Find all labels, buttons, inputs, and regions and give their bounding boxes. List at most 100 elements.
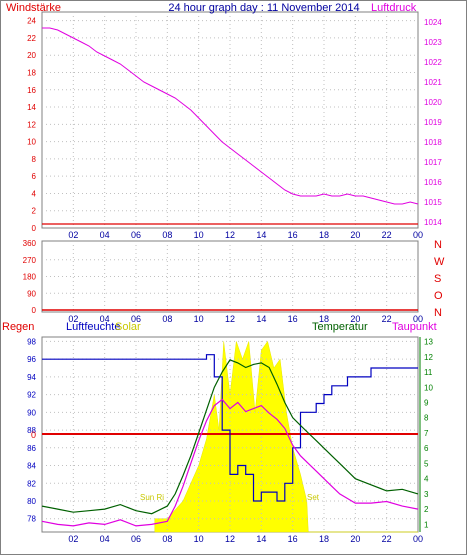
wind-speed-tick: 2 (32, 207, 37, 216)
x-tick-label: 16 (288, 534, 298, 544)
wind-direction-tick: 90 (27, 289, 36, 298)
humidity-tick: 86 (27, 444, 36, 453)
x-tick-label: 10 (194, 534, 204, 544)
compass-label: S (434, 273, 441, 285)
humidity-tick: 82 (27, 479, 36, 488)
x-tick-label: 08 (162, 230, 172, 240)
x-tick-label: 14 (256, 534, 266, 544)
wind-speed-tick: 18 (27, 68, 36, 77)
compass-label: O (434, 290, 443, 302)
x-tick-label: 00 (413, 534, 423, 544)
sunset-label: Set (307, 493, 320, 502)
x-tick-label: 08 (162, 534, 172, 544)
temperature-tick: 13 (424, 338, 433, 347)
x-tick-label: 16 (288, 230, 298, 240)
humidity-tick: 98 (27, 337, 36, 346)
x-tick-label: 08 (162, 314, 172, 324)
x-tick-label: 14 (256, 230, 266, 240)
sunrise-label: Sun Ri (140, 493, 164, 502)
wind-speed-tick: 10 (27, 138, 36, 147)
humidity-tick: 78 (27, 515, 36, 524)
pressure-tick: 1020 (424, 98, 442, 107)
temperature-tick: 8 (424, 414, 429, 423)
humidity-tick: 80 (27, 497, 36, 506)
wind-speed-tick: 14 (27, 103, 36, 112)
pressure-tick: 1019 (424, 118, 442, 127)
wind-speed-tick: 4 (32, 189, 37, 198)
temperatur-line (41, 359, 419, 515)
compass-label: W (434, 256, 445, 268)
wind-direction-tick: 180 (23, 273, 37, 282)
temperature-tick: 4 (424, 475, 429, 484)
x-tick-label: 06 (131, 534, 141, 544)
humidity-tick: 88 (27, 426, 36, 435)
x-tick-label: 02 (68, 230, 78, 240)
luftdruck-label: Luftdruck (371, 2, 417, 14)
x-tick-label: 14 (256, 314, 266, 324)
temperature-tick: 7 (424, 429, 429, 438)
temperature-tick: 2 (424, 505, 429, 514)
wind-speed-tick: 0 (32, 224, 37, 233)
wind-speed-tick: 20 (27, 51, 36, 60)
temperature-tick: 12 (424, 353, 433, 362)
temperature-tick: 5 (424, 459, 429, 468)
compass-label: N (434, 307, 442, 319)
x-tick-label: 18 (319, 230, 329, 240)
wind-speed-tick: 22 (27, 34, 36, 43)
x-tick-label: 04 (100, 314, 110, 324)
x-tick-label: 16 (288, 314, 298, 324)
taupunkt-line (41, 398, 419, 527)
x-tick-label: 10 (194, 230, 204, 240)
chart-title: 24 hour graph day : 11 November 2014 (168, 2, 359, 14)
wind-direction-tick: 360 (23, 239, 37, 248)
humidity-tick: 92 (27, 391, 36, 400)
x-tick-label: 22 (382, 230, 392, 240)
pressure-tick: 1014 (424, 218, 442, 227)
wind-speed-tick: 6 (32, 172, 37, 181)
temperature-tick: 11 (424, 368, 433, 377)
humidity-tick: 90 (27, 408, 36, 417)
temperature-tick: 1 (424, 520, 429, 529)
x-tick-label: 20 (350, 314, 360, 324)
temperatur-label: Temperatur (312, 321, 368, 333)
luftfeuchte-line (42, 354, 418, 502)
pressure-tick: 1021 (424, 78, 442, 87)
temperature-tick: 10 (424, 383, 433, 392)
regen-label: Regen (2, 321, 34, 333)
x-tick-label: 00 (413, 230, 423, 240)
rain-zero-label: 0 (31, 430, 36, 440)
solar-label: Solar (115, 321, 141, 333)
x-tick-label: 12 (225, 314, 235, 324)
x-tick-label: 18 (319, 314, 329, 324)
x-tick-label: 20 (350, 534, 360, 544)
temperature-tick: 6 (424, 444, 429, 453)
x-tick-label: 20 (350, 230, 360, 240)
pressure-tick: 1024 (424, 18, 442, 27)
temperature-tick: 9 (424, 399, 429, 408)
pressure-tick: 1015 (424, 198, 442, 207)
temperature-tick: 3 (424, 490, 429, 499)
x-tick-label: 18 (319, 534, 329, 544)
x-tick-label: 04 (100, 230, 110, 240)
wind-speed-tick: 16 (27, 86, 36, 95)
x-tick-label: 02 (68, 534, 78, 544)
windstaerke-label: Windstärke (6, 2, 61, 14)
pressure-line (42, 27, 419, 205)
x-tick-label: 00 (413, 314, 423, 324)
taupunkt-label: Taupunkt (392, 321, 437, 333)
x-tick-label: 12 (225, 534, 235, 544)
pressure-tick: 1017 (424, 158, 442, 167)
x-tick-label: 10 (194, 314, 204, 324)
solar-area (154, 340, 418, 533)
humidity-tick: 94 (27, 373, 36, 382)
x-tick-label: 06 (131, 314, 141, 324)
x-tick-label: 02 (68, 314, 78, 324)
series-layer (41, 27, 419, 527)
x-tick-label: 22 (382, 534, 392, 544)
pressure-tick: 1016 (424, 178, 442, 187)
wind-speed-tick: 24 (27, 17, 36, 26)
solar-area-layer (154, 340, 418, 533)
x-tick-label: 06 (131, 230, 141, 240)
x-tick-label: 12 (225, 230, 235, 240)
